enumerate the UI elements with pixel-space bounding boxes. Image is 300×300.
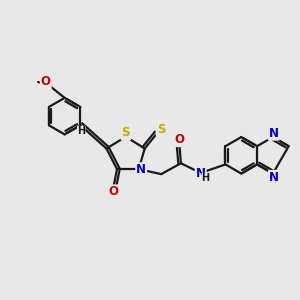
Text: O: O	[174, 133, 184, 146]
Text: O: O	[108, 185, 118, 198]
Text: N: N	[136, 163, 146, 176]
Text: O: O	[41, 76, 51, 88]
Text: N: N	[269, 171, 279, 184]
Text: S: S	[157, 123, 165, 136]
Text: H: H	[77, 126, 85, 136]
Text: H: H	[202, 173, 210, 183]
Text: N: N	[269, 127, 279, 140]
Text: N: N	[196, 167, 206, 180]
Text: S: S	[122, 126, 130, 140]
